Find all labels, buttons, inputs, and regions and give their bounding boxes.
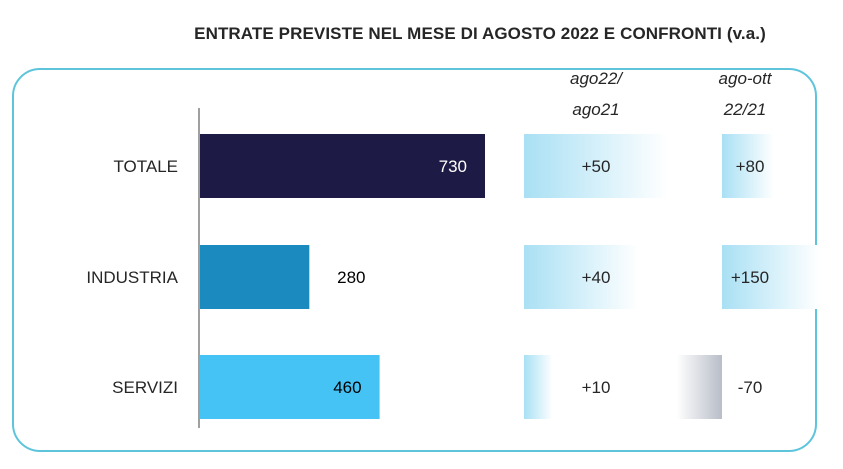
comparison-label-2-totale: +80 xyxy=(736,157,765,176)
comparison-header-2-line-1: ago-ott xyxy=(719,69,773,88)
value-label-industria: 280 xyxy=(337,268,365,287)
comparison-label-2-industria: +150 xyxy=(731,268,769,287)
comparison-header-2-line-2: 22/21 xyxy=(723,100,767,119)
comparison-label-2-servizi: -70 xyxy=(738,378,763,397)
comparison-bar-1-totale xyxy=(524,134,667,198)
comparison-header-1-line-1: ago22/ xyxy=(570,69,624,88)
category-label-totale: TOTALE xyxy=(113,157,178,176)
bar-servizi xyxy=(200,355,380,419)
comparison-header-1-line-2: ago21 xyxy=(572,100,619,119)
category-label-industria: INDUSTRIA xyxy=(86,268,178,287)
comparison-bar-2-servizi xyxy=(676,355,722,419)
comparison-bar-1-servizi xyxy=(524,355,553,419)
comparison-bar-2-industria xyxy=(722,245,819,309)
chart-title: ENTRATE PREVISTE NEL MESE DI AGOSTO 2022… xyxy=(194,24,766,43)
bar-industria xyxy=(200,245,310,309)
value-label-servizi: 460 xyxy=(333,378,361,397)
comparison-bar-2-totale xyxy=(722,134,774,198)
comparison-label-1-servizi: +10 xyxy=(582,378,611,397)
comparison-label-1-totale: +50 xyxy=(582,157,611,176)
bar-totale xyxy=(200,134,485,198)
category-label-servizi: SERVIZI xyxy=(112,378,178,397)
value-label-totale: 730 xyxy=(439,157,467,176)
comparison-label-1-industria: +40 xyxy=(582,268,611,287)
comparison-bar-1-industria xyxy=(524,245,639,309)
